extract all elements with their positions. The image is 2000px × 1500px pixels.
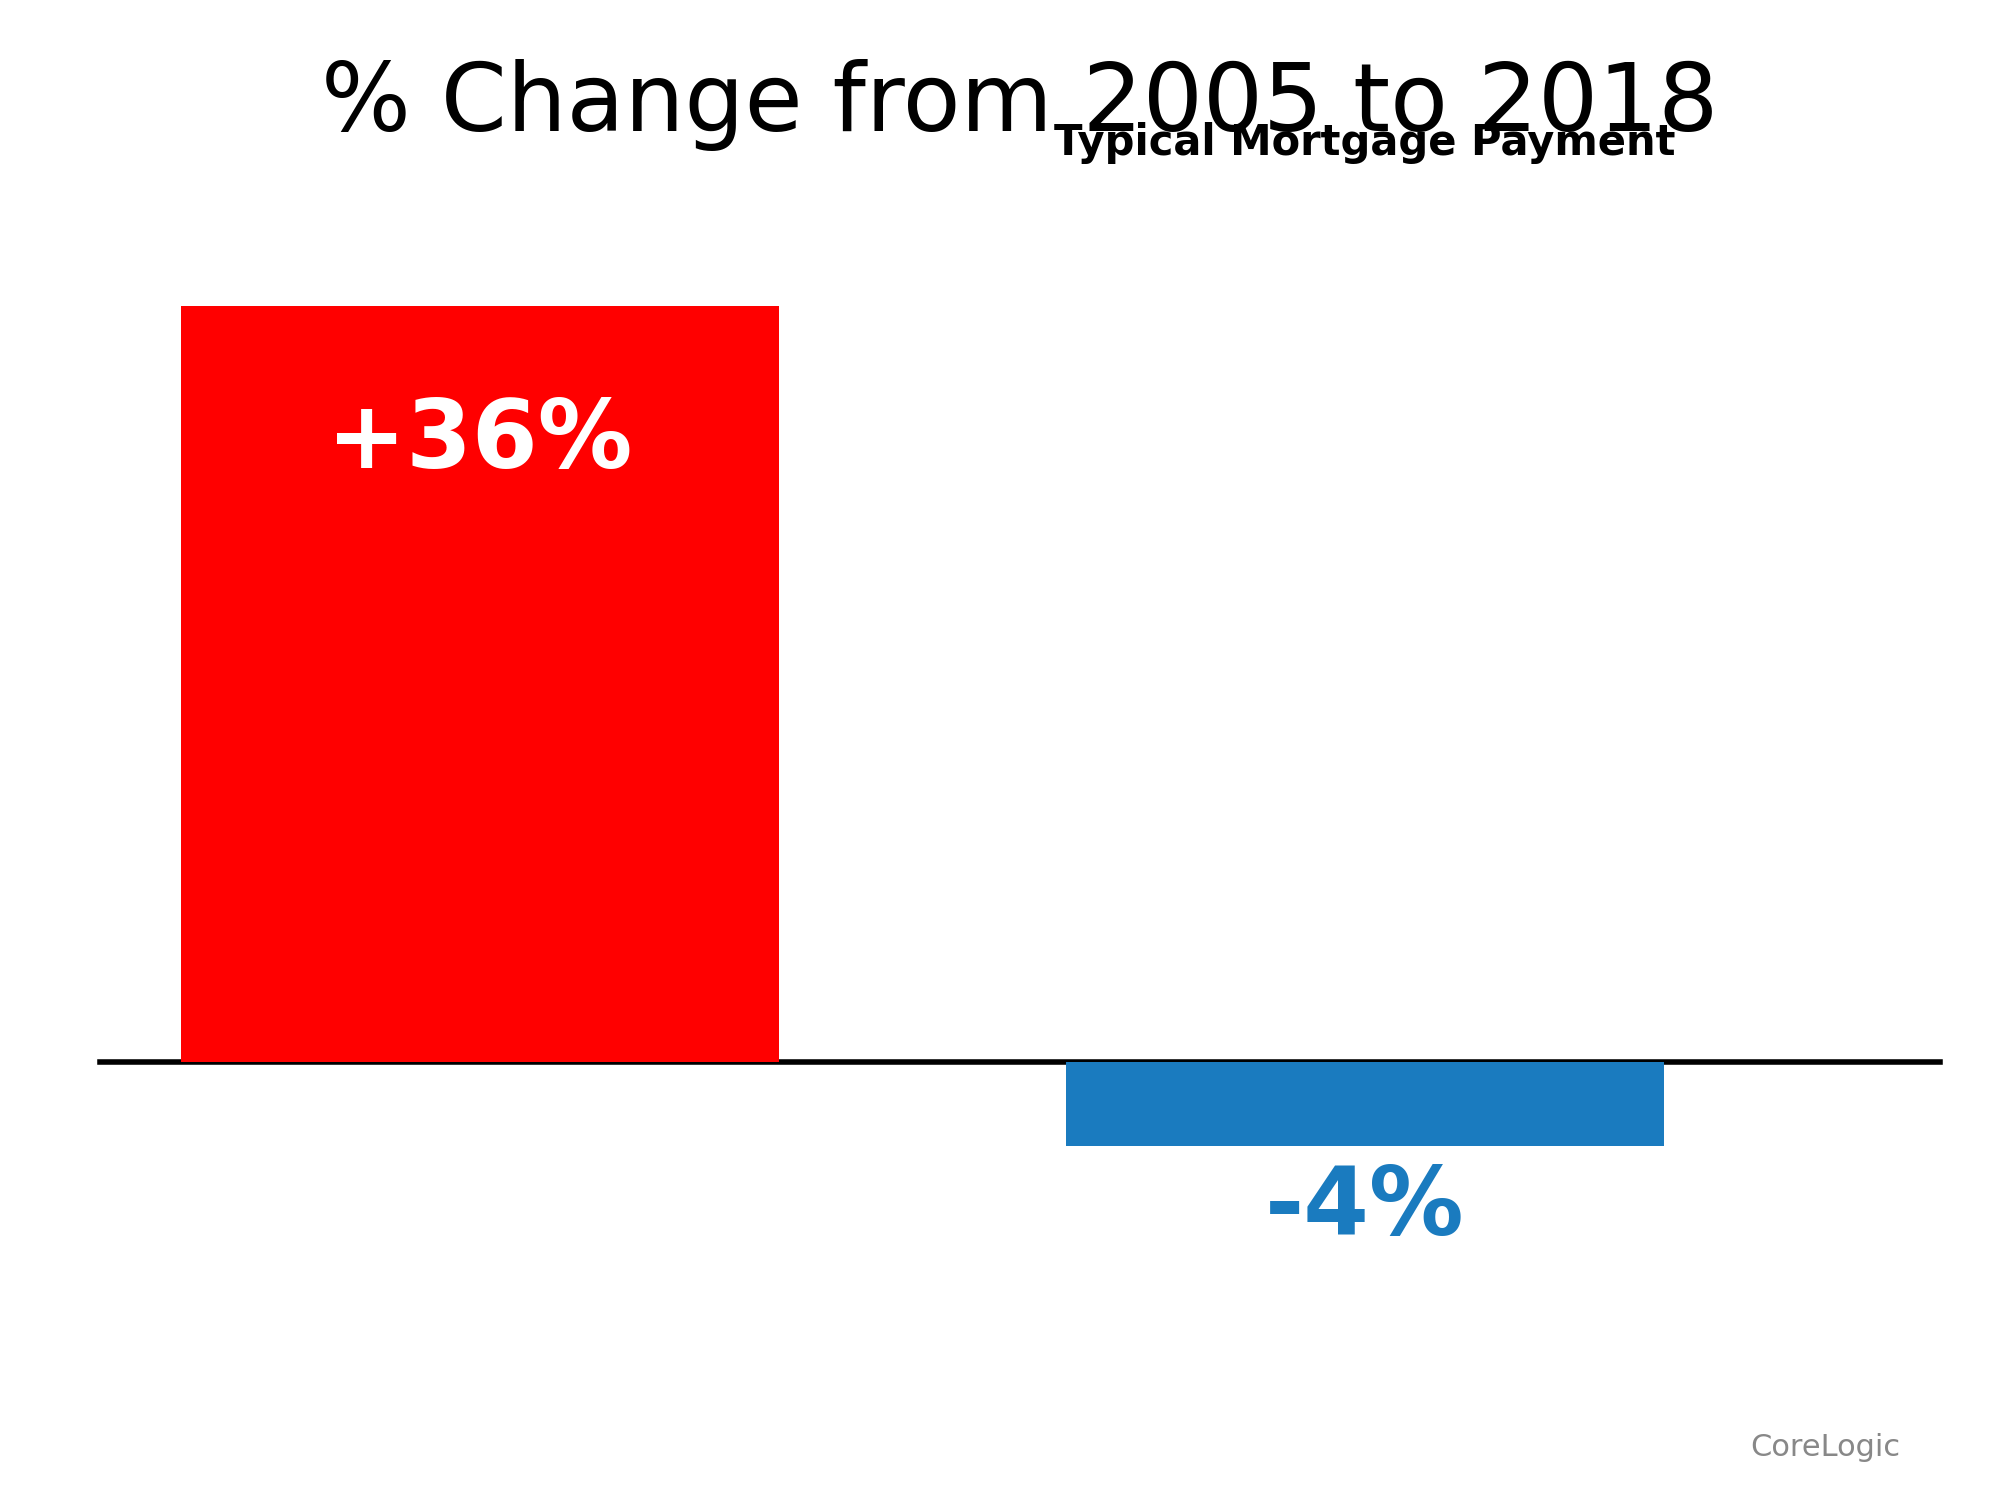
Text: CoreLogic: CoreLogic — [1750, 1434, 1900, 1462]
Bar — [180, 306, 778, 1062]
Text: Typical Mortgage Payment: Typical Mortgage Payment — [1054, 123, 1676, 165]
Title: % Change from 2005 to 2018: % Change from 2005 to 2018 — [322, 60, 1718, 152]
Text: -4%: -4% — [1266, 1162, 1464, 1256]
Text: +36%: +36% — [326, 396, 632, 488]
Bar — [1066, 1062, 1664, 1146]
